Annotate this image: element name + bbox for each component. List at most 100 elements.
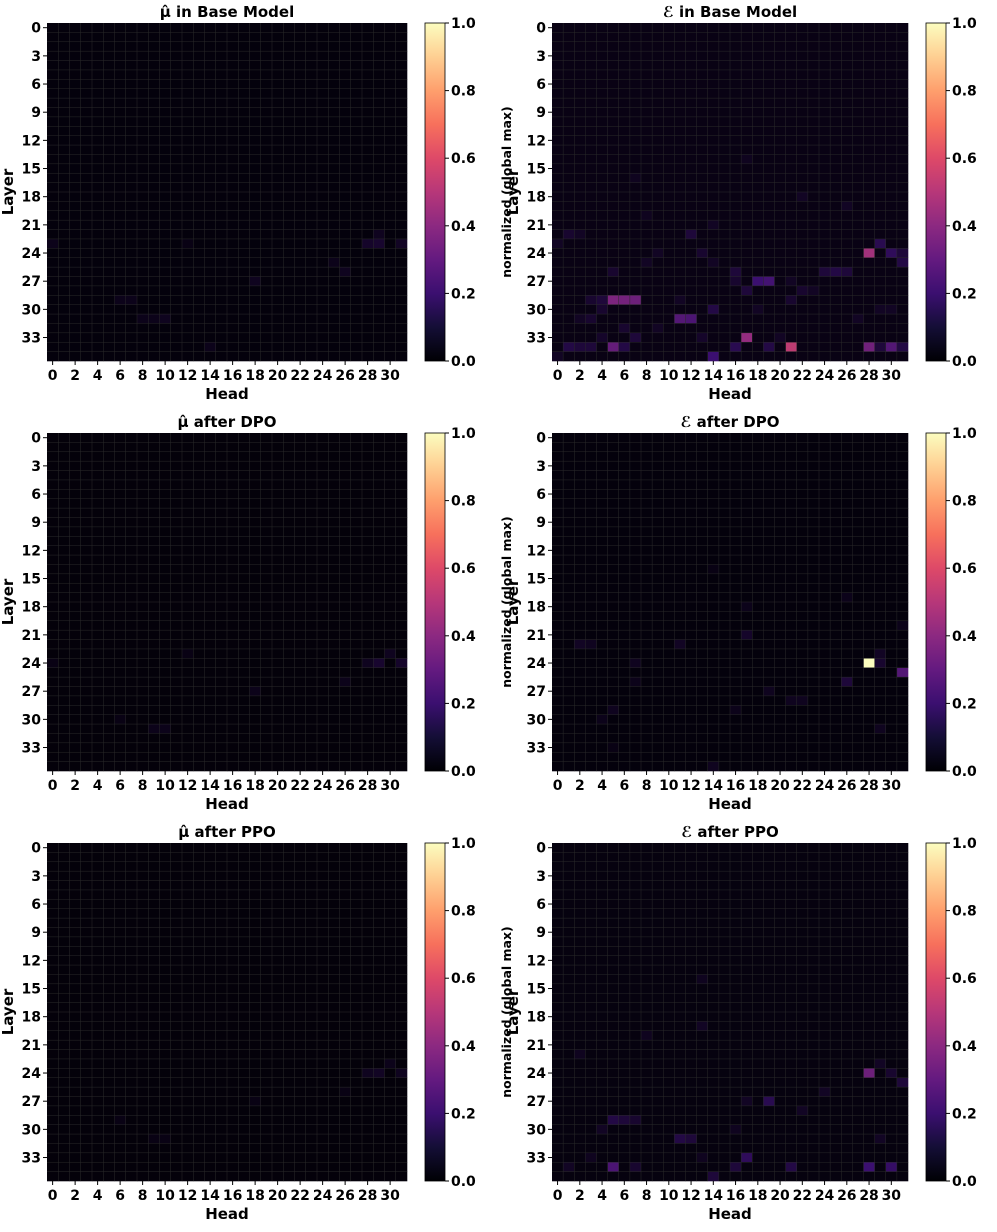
heatmap-cell: [585, 220, 596, 230]
x-tick-label: 30: [380, 368, 400, 384]
heatmap-cell: [227, 752, 239, 762]
heatmap-cell: [261, 640, 273, 650]
heatmap-cell: [585, 248, 596, 258]
heatmap-cell: [137, 342, 149, 352]
heatmap-cell: [92, 668, 104, 678]
heatmap-cell: [563, 220, 574, 230]
heatmap-cell: [385, 555, 397, 565]
heatmap-cell: [205, 333, 217, 343]
heatmap-cell: [171, 461, 183, 471]
heatmap-cell: [741, 79, 752, 89]
heatmap-cell: [652, 352, 663, 362]
heatmap-cell: [752, 79, 763, 89]
heatmap-cell: [328, 108, 340, 118]
heatmap-cell: [137, 461, 149, 471]
heatmap-cell: [563, 433, 574, 443]
heatmap-cell: [295, 649, 307, 659]
heatmap-cell: [340, 489, 352, 499]
heatmap-cell: [619, 480, 630, 490]
heatmap-cell: [295, 183, 307, 193]
heatmap-cell: [741, 126, 752, 136]
heatmap-cell: [295, 220, 307, 230]
heatmap-cell: [663, 480, 674, 490]
heatmap-cell: [250, 323, 262, 333]
heatmap-cell: [563, 277, 574, 287]
heatmap-cell: [875, 352, 886, 362]
heatmap-cell: [362, 536, 374, 546]
heatmap-cell: [608, 145, 619, 155]
heatmap-cell: [608, 489, 619, 499]
heatmap-cell: [830, 342, 841, 352]
heatmap-cell: [897, 461, 908, 471]
heatmap-cell: [317, 546, 329, 556]
heatmap-cell: [115, 173, 127, 183]
heatmap-cell: [126, 352, 138, 362]
heatmap-cell: [92, 286, 104, 296]
heatmap-cell: [362, 323, 374, 333]
heatmap-cell: [182, 752, 194, 762]
heatmap-cell: [585, 593, 596, 603]
heatmap-cell: [148, 70, 160, 80]
heatmap-cell: [385, 452, 397, 462]
heatmap-cell: [362, 743, 374, 753]
x-tick-label: 18: [748, 368, 767, 384]
x-tick-label: 14: [704, 368, 724, 384]
x-tick-label: 8: [138, 778, 148, 794]
heatmap-cell: [763, 258, 774, 268]
heatmap-cell: [328, 715, 340, 725]
heatmap-cell: [58, 230, 70, 240]
heatmap-cell: [137, 267, 149, 277]
heatmap-cell: [719, 314, 730, 324]
heatmap-cell: [875, 611, 886, 621]
heatmap-cell: [852, 51, 863, 61]
heatmap-cell: [328, 602, 340, 612]
heatmap-cell: [227, 640, 239, 650]
heatmap-cell: [205, 145, 217, 155]
heatmap-cell: [797, 461, 808, 471]
heatmap-cell: [786, 51, 797, 61]
heatmap-cell: [797, 248, 808, 258]
heatmap-cell: [852, 546, 863, 556]
heatmap-cell: [227, 23, 239, 33]
heatmap-cell: [663, 23, 674, 33]
heatmap-cell: [328, 201, 340, 211]
heatmap-cell: [574, 323, 585, 333]
heatmap-cell: [708, 89, 719, 99]
heatmap-cell: [719, 508, 730, 518]
heatmap-cell: [205, 583, 217, 593]
heatmap-cell: [115, 752, 127, 762]
heatmap-cell: [608, 640, 619, 650]
heatmap-cell: [786, 145, 797, 155]
heatmap-cell: [193, 51, 205, 61]
heatmap-cell: [741, 743, 752, 753]
heatmap-cell: [171, 98, 183, 108]
heatmap-cell: [306, 715, 318, 725]
heatmap-cell: [730, 621, 741, 631]
x-tick-label: 26: [335, 368, 354, 384]
heatmap-cell: [797, 705, 808, 715]
heatmap-cell: [238, 248, 250, 258]
heatmap-cell: [763, 286, 774, 296]
heatmap-cell: [808, 480, 819, 490]
heatmap-cell: [763, 23, 774, 33]
heatmap-cell: [373, 267, 385, 277]
heatmap-cell: [585, 305, 596, 315]
heatmap-cell: [763, 117, 774, 127]
heatmap-cell: [250, 183, 262, 193]
heatmap-cell: [608, 649, 619, 659]
heatmap-cell: [373, 630, 385, 640]
heatmap-cell: [663, 752, 674, 762]
heatmap-cell: [70, 508, 82, 518]
heatmap-cell: [830, 668, 841, 678]
heatmap-cell: [250, 51, 262, 61]
heatmap-cell: [719, 295, 730, 305]
heatmap-cell: [193, 489, 205, 499]
heatmap-cell: [340, 499, 352, 509]
colorbar-tick-label: 0.4: [451, 219, 476, 235]
heatmap-cell: [272, 583, 284, 593]
heatmap-cell: [373, 574, 385, 584]
heatmap-cell: [385, 230, 397, 240]
heatmap-cell: [205, 724, 217, 734]
heatmap-cell: [641, 342, 652, 352]
heatmap-cell: [182, 546, 194, 556]
